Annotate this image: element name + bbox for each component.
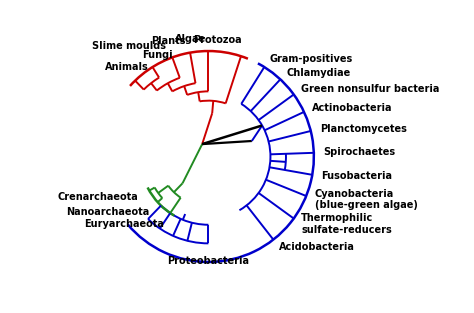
Text: Planctomycetes: Planctomycetes: [320, 124, 407, 134]
Text: Spirochaetes: Spirochaetes: [323, 147, 395, 157]
Text: Thermophilic
sulfate-reducers: Thermophilic sulfate-reducers: [301, 213, 392, 235]
Text: Chlamydiae: Chlamydiae: [287, 68, 351, 78]
Text: Euryarchaeota: Euryarchaeota: [84, 219, 164, 229]
Text: Nanoarchaeota: Nanoarchaeota: [66, 207, 149, 217]
Text: Proteobacteria: Proteobacteria: [167, 256, 249, 266]
Text: Acidobacteria: Acidobacteria: [279, 242, 355, 252]
Text: Slime moulds: Slime moulds: [92, 41, 166, 51]
Text: Animals: Animals: [105, 62, 148, 72]
Text: Algae: Algae: [175, 33, 206, 44]
Text: Green nonsulfur bacteria: Green nonsulfur bacteria: [301, 84, 440, 94]
Text: Protozoa: Protozoa: [193, 35, 242, 45]
Text: Crenarchaeota: Crenarchaeota: [58, 192, 138, 202]
Text: Fusobacteria: Fusobacteria: [321, 172, 392, 182]
Text: Cyanobacteria
(blue-green algae): Cyanobacteria (blue-green algae): [315, 189, 418, 210]
Text: Gram-positives: Gram-positives: [269, 54, 353, 64]
Text: Plants: Plants: [151, 36, 186, 46]
Text: Actinobacteria: Actinobacteria: [312, 103, 393, 113]
Text: Fungi: Fungi: [143, 50, 173, 60]
